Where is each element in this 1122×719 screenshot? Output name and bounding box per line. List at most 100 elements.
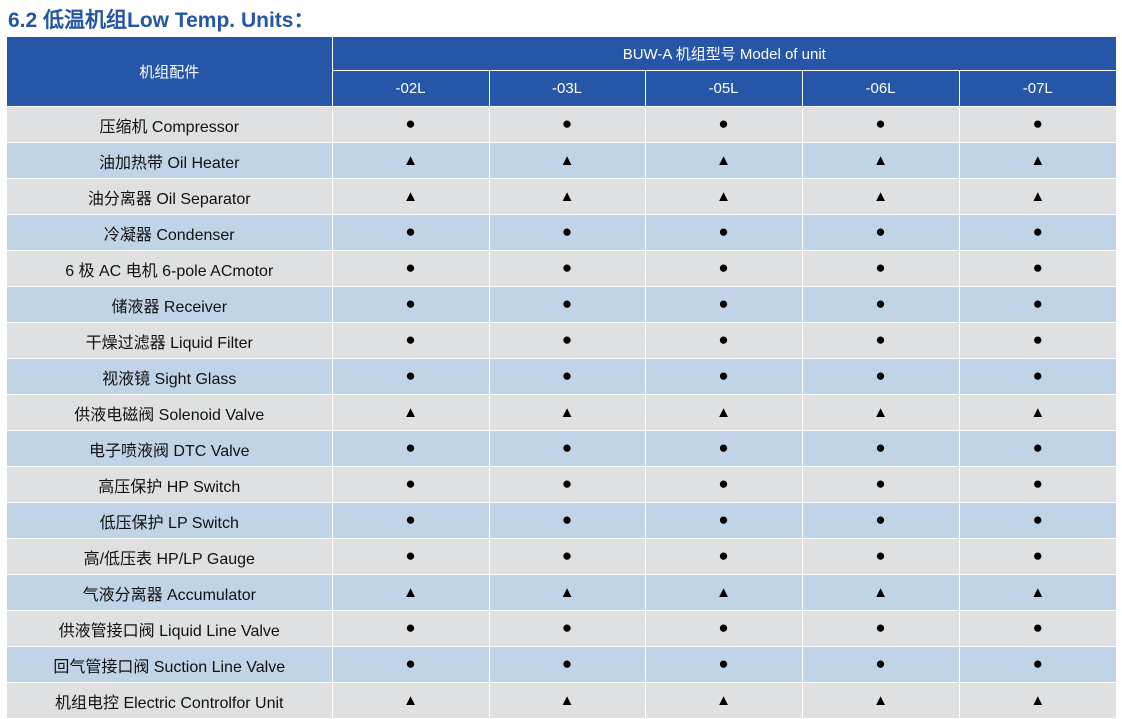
model-cell: ● xyxy=(958,214,1117,251)
model-cell: ● xyxy=(331,538,489,575)
standard-mark-icon: ● xyxy=(405,258,416,277)
standard-mark-icon: ● xyxy=(1032,330,1043,349)
standard-mark-icon: ● xyxy=(718,654,729,673)
standard-mark-icon: ● xyxy=(405,654,416,673)
model-cell: ● xyxy=(488,610,645,647)
model-cell: ▲ xyxy=(801,394,959,431)
standard-mark-icon: ● xyxy=(405,294,416,313)
model-cell: ▲ xyxy=(801,178,959,215)
model-cell: ● xyxy=(644,214,802,251)
table-header: 机组配件 BUW-A 机组型号 Model of unit -02L -03L … xyxy=(7,37,1117,107)
standard-mark-icon: ● xyxy=(718,546,729,565)
model-cell: ● xyxy=(644,646,802,683)
model-cell: ▲ xyxy=(331,682,489,719)
standard-mark-icon: ● xyxy=(875,438,886,457)
optional-mark-icon: ▲ xyxy=(1030,151,1046,169)
model-cell: ● xyxy=(644,250,802,287)
model-cell: ● xyxy=(331,502,489,539)
model-cell: ● xyxy=(801,358,959,395)
standard-mark-icon: ● xyxy=(405,474,416,493)
model-cell: ● xyxy=(644,286,802,323)
model-column-header: -05L xyxy=(644,70,802,107)
standard-mark-icon: ● xyxy=(718,294,729,313)
standard-mark-icon: ● xyxy=(1032,222,1043,241)
standard-mark-icon: ● xyxy=(875,366,886,385)
model-column-header: -07L xyxy=(958,70,1117,107)
standard-mark-icon: ● xyxy=(1032,438,1043,457)
optional-mark-icon: ▲ xyxy=(1030,583,1046,601)
model-cell: ● xyxy=(488,286,645,323)
standard-mark-icon: ● xyxy=(875,546,886,565)
model-cell: ● xyxy=(801,646,959,683)
model-cell: ● xyxy=(331,214,489,251)
table-row: 高压保护 HP Switch ● ● ● ● ● xyxy=(7,466,1117,503)
component-label: 机组电控 Electric Controlfor Unit xyxy=(7,682,332,719)
standard-mark-icon: ● xyxy=(1032,546,1043,565)
model-cell: ▲ xyxy=(958,682,1117,719)
model-cell: ▲ xyxy=(958,574,1117,611)
standard-mark-icon: ● xyxy=(405,222,416,241)
standard-mark-icon: ● xyxy=(875,474,886,493)
optional-mark-icon: ▲ xyxy=(403,403,418,421)
model-cell: ▲ xyxy=(331,574,489,611)
model-cell: ● xyxy=(801,466,959,503)
component-label: 冷凝器 Condenser xyxy=(7,214,332,251)
model-cell: ▲ xyxy=(488,682,645,719)
model-cell: ▲ xyxy=(958,178,1117,215)
model-cell: ● xyxy=(488,214,645,251)
table-row: 油加热带 Oil Heater ▲ ▲ ▲ ▲ ▲ xyxy=(7,142,1117,179)
model-cell: ● xyxy=(488,538,645,575)
component-label: 供液管接口阀 Liquid Line Valve xyxy=(7,610,332,647)
standard-mark-icon: ● xyxy=(718,258,729,277)
model-cell: ▲ xyxy=(488,142,645,179)
standard-mark-icon: ● xyxy=(875,114,886,133)
table-row: 6 极 AC 电机 6-pole ACmotor ● ● ● ● ● xyxy=(7,250,1117,287)
standard-mark-icon: ● xyxy=(561,546,573,565)
model-column-header: -03L xyxy=(488,70,645,107)
model-cell: ● xyxy=(644,610,802,647)
table-row: 冷凝器 Condenser ● ● ● ● ● xyxy=(7,214,1117,251)
model-cell: ● xyxy=(331,430,489,467)
model-group-header: BUW-A 机组型号 Model of unit xyxy=(331,37,1117,71)
standard-mark-icon: ● xyxy=(1032,114,1043,133)
standard-mark-icon: ● xyxy=(561,474,573,493)
component-label: 干燥过滤器 Liquid Filter xyxy=(7,322,332,359)
table-row: 供液管接口阀 Liquid Line Valve ● ● ● ● ● xyxy=(7,610,1117,647)
model-cell: ● xyxy=(488,358,645,395)
model-cell: ● xyxy=(958,646,1117,683)
model-cell: ▲ xyxy=(331,394,489,431)
model-cell: ● xyxy=(644,322,802,359)
optional-mark-icon: ▲ xyxy=(1030,691,1046,709)
standard-mark-icon: ● xyxy=(405,510,416,529)
model-cell: ▲ xyxy=(801,142,959,179)
model-cell: ● xyxy=(958,466,1117,503)
table-row: 压缩机 Compressor ● ● ● ● ● xyxy=(7,106,1117,143)
model-cell: ● xyxy=(644,466,802,503)
table-row: 电子喷液阀 DTC Valve ● ● ● ● ● xyxy=(7,430,1117,467)
component-label: 视液镜 Sight Glass xyxy=(7,358,332,395)
table-row: 供液电磁阀 Solenoid Valve ▲ ▲ ▲ ▲ ▲ xyxy=(7,394,1117,431)
component-label: 供液电磁阀 Solenoid Valve xyxy=(7,394,332,431)
model-column-header: -02L xyxy=(331,70,489,107)
model-cell: ● xyxy=(958,610,1117,647)
model-cell: ● xyxy=(331,358,489,395)
table-row: 低压保护 LP Switch ● ● ● ● ● xyxy=(7,502,1117,539)
model-cell: ● xyxy=(801,502,959,539)
optional-mark-icon: ▲ xyxy=(873,187,888,205)
model-cell: ● xyxy=(488,106,645,143)
model-cell: ● xyxy=(958,322,1117,359)
standard-mark-icon: ● xyxy=(561,330,573,349)
model-cell: ● xyxy=(644,106,802,143)
model-cell: ● xyxy=(644,358,802,395)
standard-mark-icon: ● xyxy=(875,222,886,241)
component-column-header: 机组配件 xyxy=(7,37,332,107)
model-cell: ● xyxy=(331,610,489,647)
component-label: 气液分离器 Accumulator xyxy=(7,574,332,611)
table-row: 视液镜 Sight Glass ● ● ● ● ● xyxy=(7,358,1117,395)
component-label: 高/低压表 HP/LP Gauge xyxy=(7,538,332,575)
model-cell: ● xyxy=(331,250,489,287)
components-table-container: 机组配件 BUW-A 机组型号 Model of unit -02L -03L … xyxy=(7,37,1117,719)
component-label: 低压保护 LP Switch xyxy=(7,502,332,539)
component-label: 回气管接口阀 Suction Line Valve xyxy=(7,646,332,683)
standard-mark-icon: ● xyxy=(561,258,573,277)
